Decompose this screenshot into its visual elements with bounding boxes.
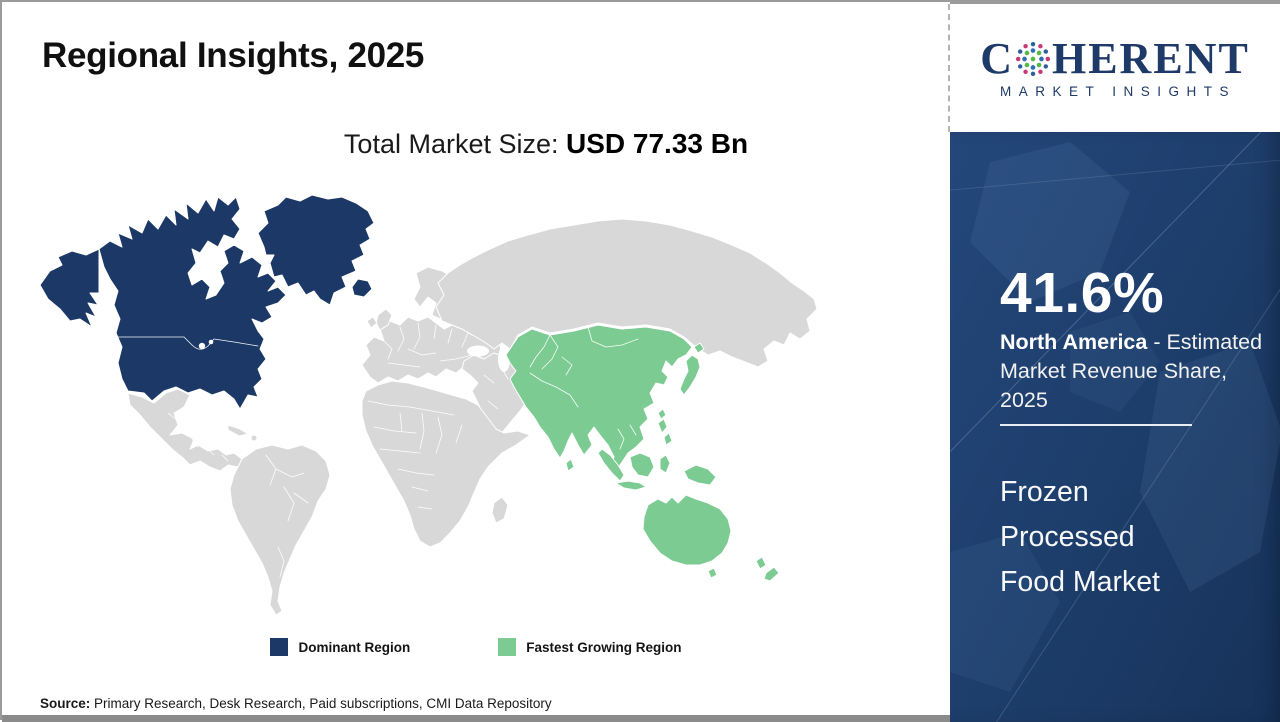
region-madagascar [491, 496, 509, 524]
panel-divider-rule [1000, 424, 1192, 426]
region-australia [642, 494, 732, 566]
region-tasmania [707, 567, 718, 579]
region-ireland [366, 316, 378, 329]
region-canada-usa [98, 196, 287, 410]
black-sea [467, 345, 489, 357]
revenue-share-region: North America [1000, 330, 1148, 354]
fastest-region-swatch [498, 638, 517, 656]
region-mexico-central-america [127, 388, 243, 472]
region-alaska [39, 248, 100, 328]
market-name: Frozen Processed Food Market [1000, 476, 1160, 599]
region-iceland [351, 278, 373, 298]
total-market-size: Total Market Size: USD 77.33 Bn [2, 128, 950, 160]
revenue-share-description: North America - Estimated Market Revenue… [1000, 328, 1272, 414]
total-market-size-value: USD 77.33 Bn [566, 128, 749, 159]
legend-item-dominant: Dominant Region [270, 638, 410, 656]
globe-dots-icon [1015, 41, 1051, 77]
region-sulawesi [659, 454, 671, 474]
stats-panel-content: 41.6% North America - Estimated Market R… [950, 132, 1280, 722]
region-africa [361, 380, 531, 548]
revenue-share-desc-text: - Estimated Market Revenue Share, 2025 [1000, 330, 1263, 412]
region-new-guinea [683, 464, 717, 486]
brand-wordmark: C [980, 37, 1250, 81]
legend-item-fastest: Fastest Growing Region [498, 638, 682, 656]
world-map-svg [39, 194, 818, 616]
brand-letters-rest: HERENT [1051, 34, 1250, 83]
total-market-size-label: Total Market Size: [343, 129, 566, 159]
region-new-zealand-north [755, 556, 767, 570]
page-title: Regional Insights, 2025 [42, 36, 425, 75]
map-legend: Dominant Region Fastest Growing Region [2, 638, 950, 656]
dominant-region-swatch [270, 638, 289, 656]
region-philippines [657, 418, 668, 434]
region-java [615, 480, 647, 491]
bottom-bar [2, 715, 950, 722]
region-borneo [629, 452, 655, 478]
region-sri-lanka [565, 458, 575, 472]
revenue-share-value: 41.6% [1000, 261, 1165, 325]
source-line: Source: Primary Research, Desk Research,… [40, 696, 552, 711]
map-other-regions [127, 218, 818, 616]
country-borders [167, 322, 639, 578]
region-japan [679, 354, 701, 396]
source-label: Source: [40, 696, 91, 711]
region-south-america [229, 444, 331, 616]
source-text: Primary Research, Desk Research, Paid su… [90, 696, 552, 711]
brand-letter-c: C [980, 34, 1014, 83]
region-hokkaido [693, 342, 705, 354]
region-hispaniola [250, 434, 258, 442]
map-dominant-region [39, 194, 375, 410]
region-new-zealand-south [763, 566, 780, 582]
dashed-divider [948, 4, 950, 132]
brand-logo: C [950, 2, 1280, 132]
panel-map-texture [950, 132, 1280, 722]
region-asia-mainland [505, 324, 693, 478]
region-philippines-south [663, 432, 673, 446]
stats-panel: 41.6% North America - Estimated Market R… [950, 132, 1280, 722]
caspian-sea [498, 346, 510, 372]
region-caribbean [227, 424, 249, 437]
region-greenland [257, 194, 375, 306]
fastest-region-label: Fastest Growing Region [526, 639, 682, 655]
brand-subtitle: MARKET INSIGHTS [999, 84, 1237, 99]
dominant-region-label: Dominant Region [298, 639, 411, 655]
region-russia [435, 218, 818, 368]
world-map [32, 186, 822, 628]
great-lake [208, 339, 214, 345]
map-fastest-growing-region [505, 324, 780, 582]
region-taiwan [657, 408, 667, 420]
great-lake [198, 342, 206, 350]
region-sumatra [597, 448, 625, 482]
